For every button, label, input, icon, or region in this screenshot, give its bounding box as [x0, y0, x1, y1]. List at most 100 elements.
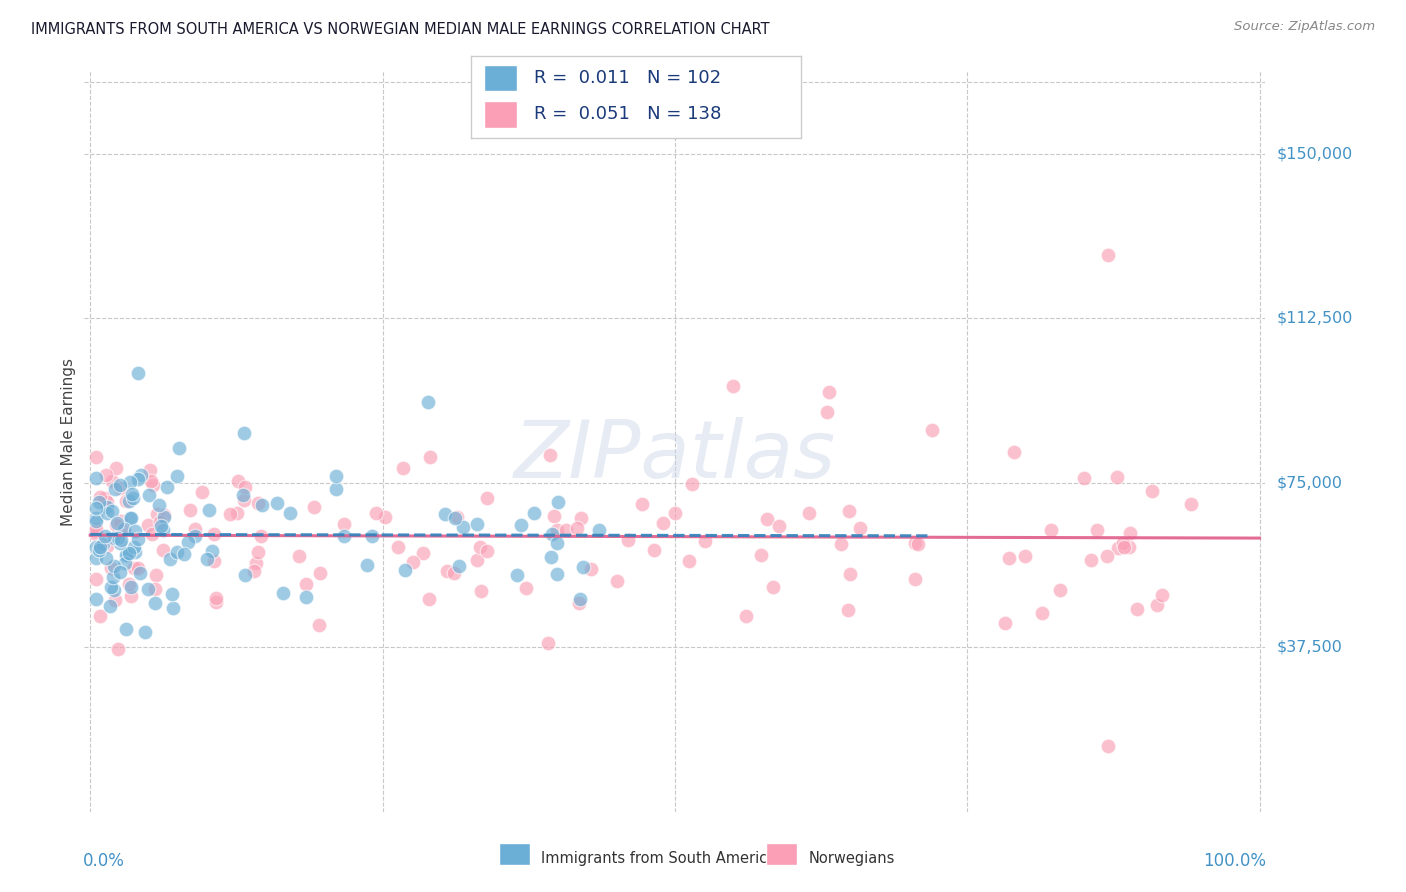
Point — [546, 536, 568, 550]
Point — [630, 497, 652, 511]
Point — [515, 581, 537, 595]
Point — [96, 506, 118, 520]
Point — [84, 540, 107, 554]
Point — [101, 504, 124, 518]
Point — [245, 556, 267, 570]
Point — [143, 582, 166, 597]
Point — [226, 474, 249, 488]
Point — [103, 582, 125, 597]
Text: Source: ZipAtlas.com: Source: ZipAtlas.com — [1234, 20, 1375, 33]
Point — [475, 544, 498, 558]
Point — [202, 554, 225, 568]
Point — [830, 536, 852, 550]
Point — [1112, 536, 1135, 550]
Point — [152, 543, 174, 558]
Text: $112,500: $112,500 — [1277, 310, 1353, 326]
Point — [101, 474, 124, 488]
Point — [84, 522, 107, 536]
Text: 0.0%: 0.0% — [83, 853, 125, 871]
Point — [148, 498, 170, 512]
Point — [333, 517, 356, 532]
Point — [146, 507, 169, 521]
Point — [233, 480, 256, 494]
Point — [121, 589, 143, 603]
Point — [1118, 540, 1140, 554]
Point — [540, 549, 562, 564]
Point — [252, 498, 274, 512]
Point — [505, 568, 527, 582]
Point — [105, 516, 128, 531]
Point — [90, 538, 112, 552]
Point — [233, 568, 256, 582]
Point — [100, 560, 122, 574]
Point — [191, 485, 214, 500]
Point — [554, 523, 576, 537]
Point — [364, 506, 387, 520]
Point — [114, 494, 136, 508]
Text: R =  0.051   N = 138: R = 0.051 N = 138 — [534, 105, 721, 123]
Point — [89, 543, 111, 558]
Point — [200, 543, 222, 558]
Point — [815, 405, 838, 419]
Point — [907, 537, 929, 551]
Point — [465, 517, 488, 532]
Point — [581, 562, 603, 576]
Point — [118, 577, 141, 591]
Point — [294, 591, 316, 605]
Point — [232, 488, 254, 502]
Point — [565, 521, 588, 535]
Point — [176, 535, 198, 549]
Point — [117, 549, 139, 563]
Point — [120, 511, 142, 525]
Point — [540, 527, 562, 541]
Point — [451, 520, 474, 534]
Point — [1002, 445, 1025, 459]
Point — [849, 521, 872, 535]
Point — [118, 494, 141, 508]
Point — [465, 553, 488, 567]
Point — [361, 529, 384, 543]
Point — [723, 379, 745, 393]
Text: $75,000: $75,000 — [1277, 475, 1343, 491]
Point — [120, 475, 142, 489]
Point — [246, 544, 269, 558]
Point — [536, 635, 558, 649]
Point — [114, 548, 136, 562]
Point — [205, 594, 228, 608]
Point — [434, 508, 457, 522]
Point — [606, 574, 628, 588]
Point — [756, 511, 779, 525]
Point — [568, 596, 591, 610]
Point — [96, 500, 118, 515]
Point — [96, 539, 118, 553]
Point — [166, 545, 188, 559]
Point — [94, 551, 117, 566]
Text: R =  0.011   N = 102: R = 0.011 N = 102 — [534, 70, 721, 87]
Point — [173, 547, 195, 561]
Point — [1152, 588, 1174, 602]
Point — [91, 537, 114, 551]
Point — [114, 522, 136, 536]
Point — [108, 478, 131, 492]
Point — [447, 559, 470, 574]
Point — [84, 524, 107, 538]
Point — [100, 581, 122, 595]
Text: 100.0%: 100.0% — [1204, 853, 1267, 871]
Point — [921, 423, 943, 437]
Point — [166, 469, 188, 483]
Point — [1105, 470, 1128, 484]
Point — [122, 491, 145, 506]
Point — [118, 510, 141, 524]
Point — [90, 541, 112, 555]
Point — [108, 565, 131, 579]
Point — [333, 529, 356, 543]
Point — [129, 566, 152, 580]
Point — [412, 546, 434, 560]
Point — [278, 506, 301, 520]
Point — [96, 495, 118, 509]
Point — [1031, 606, 1053, 620]
Point — [444, 510, 467, 524]
Point — [84, 501, 107, 516]
Point — [1014, 549, 1036, 563]
Point — [150, 518, 173, 533]
